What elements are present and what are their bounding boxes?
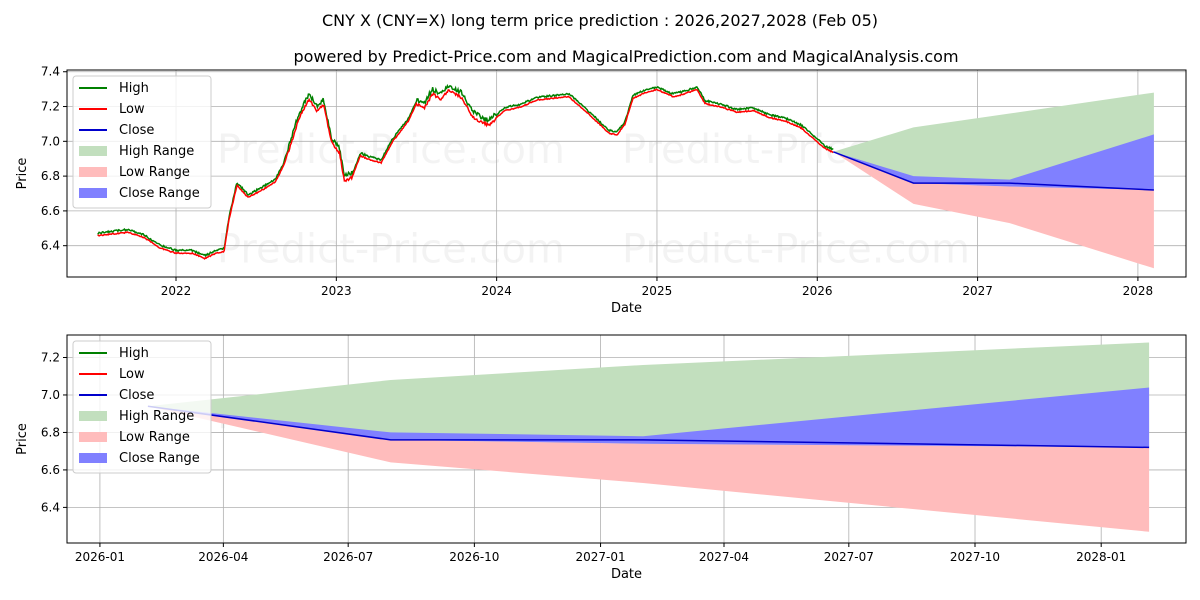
y-tick-label: 7.2 — [41, 100, 60, 114]
plot-area — [147, 342, 1150, 532]
y-axis-label: Price — [15, 158, 30, 190]
legend-box — [72, 340, 212, 474]
legend-label: Close — [119, 388, 154, 403]
legend-swatch-patch — [79, 146, 107, 156]
legend-label: High Range — [119, 409, 194, 424]
close-line — [833, 151, 1154, 191]
legend-box — [72, 75, 212, 209]
x-tick-label: 2028-01 — [1076, 550, 1126, 564]
y-tick-label: 7.0 — [41, 134, 60, 148]
legend-label: Low Range — [119, 430, 190, 445]
legend-label: Low Range — [119, 165, 190, 180]
history-panel: Predict-Price.com Predict-Price.com Predic… — [15, 65, 1187, 316]
x-tick-label: 2024 — [481, 284, 512, 298]
watermark-text: Predict-Price.com — [217, 227, 565, 273]
legend-swatch-patch — [79, 453, 107, 463]
y-axis: 6.4 6.6 6.8 7.0 7.2 — [41, 350, 67, 514]
x-axis: 2022 2023 2024 2025 2026 2027 2028 — [161, 277, 1153, 298]
x-tick-label: 2028 — [1123, 284, 1154, 298]
y-tick-label: 7.4 — [41, 65, 60, 79]
x-tick-label: 2026-10 — [449, 550, 499, 564]
y-tick-label: 6.6 — [41, 463, 60, 477]
legend-label: Close Range — [119, 451, 200, 466]
legend-swatch-patch — [79, 188, 107, 198]
watermark-text: Predict-Price.com — [622, 227, 970, 273]
x-axis: 2026-01 2026-04 2026-07 2026-10 2027-01 2027-… — [75, 543, 1126, 564]
close-range-band — [833, 134, 1154, 190]
legend-swatch-patch — [79, 167, 107, 177]
x-tick-label: 2027-10 — [950, 550, 1000, 564]
y-tick-label: 6.6 — [41, 204, 60, 218]
chart-subtitle: powered by Predict-Price.com and Magical… — [293, 47, 958, 66]
plot-frame — [66, 69, 1187, 278]
forecast-panel: Predict-Price.comPredict-Price.com6.46.6… — [15, 334, 1187, 582]
legend-label: High — [119, 346, 149, 361]
x-axis-label: Date — [611, 567, 642, 582]
legend-label: Close Range — [119, 186, 200, 201]
legend-label: Close — [119, 123, 154, 138]
y-tick-label: 7.2 — [41, 350, 60, 364]
y-tick-label: 6.8 — [41, 169, 60, 183]
legend-label: High — [119, 81, 149, 96]
x-tick-label: 2027-07 — [824, 550, 874, 564]
plot-frame — [66, 334, 1187, 544]
legend: High Low Close High Range Low Range Close Ran… — [72, 75, 212, 209]
legend-swatch-patch — [79, 432, 107, 442]
plot-area — [97, 83, 1154, 269]
legend-label: Low — [119, 102, 145, 117]
legend-label: High Range — [119, 144, 194, 159]
watermark-text: Predict-Price.com — [217, 127, 565, 173]
x-tick-label: 2026-07 — [323, 550, 373, 564]
y-axis-label: Price — [15, 423, 30, 455]
x-tick-label: 2023 — [321, 284, 352, 298]
y-tick-label: 6.4 — [41, 500, 60, 514]
x-tick-label: 2027 — [962, 284, 993, 298]
low-range-band — [147, 406, 1150, 532]
x-tick-label: 2027-01 — [575, 550, 625, 564]
legend-label: Low — [119, 367, 145, 382]
low-line — [97, 88, 834, 260]
low-range-band — [833, 151, 1154, 269]
close-range-band — [147, 387, 1150, 448]
x-tick-label: 2026-01 — [75, 550, 125, 564]
x-tick-label: 2027-04 — [699, 550, 749, 564]
high-line — [97, 83, 834, 258]
close-line — [147, 405, 1150, 449]
legend: High Low Close High Range Low Range Close Ran… — [72, 340, 212, 474]
x-tick-label: 2022 — [161, 284, 192, 298]
x-tick-label: 2025 — [642, 284, 673, 298]
y-tick-label: 6.8 — [41, 425, 60, 439]
chart-title: CNY X (CNY=X) long term price prediction… — [322, 11, 878, 30]
legend-swatch-patch — [79, 411, 107, 421]
x-tick-label: 2026 — [802, 284, 833, 298]
x-axis-label: Date — [611, 301, 642, 316]
y-tick-label: 7.0 — [41, 388, 60, 402]
y-tick-label: 6.4 — [41, 239, 60, 253]
y-axis: 6.4 6.6 6.8 7.0 7.2 7.4 — [41, 65, 67, 253]
x-tick-label: 2026-04 — [198, 550, 248, 564]
